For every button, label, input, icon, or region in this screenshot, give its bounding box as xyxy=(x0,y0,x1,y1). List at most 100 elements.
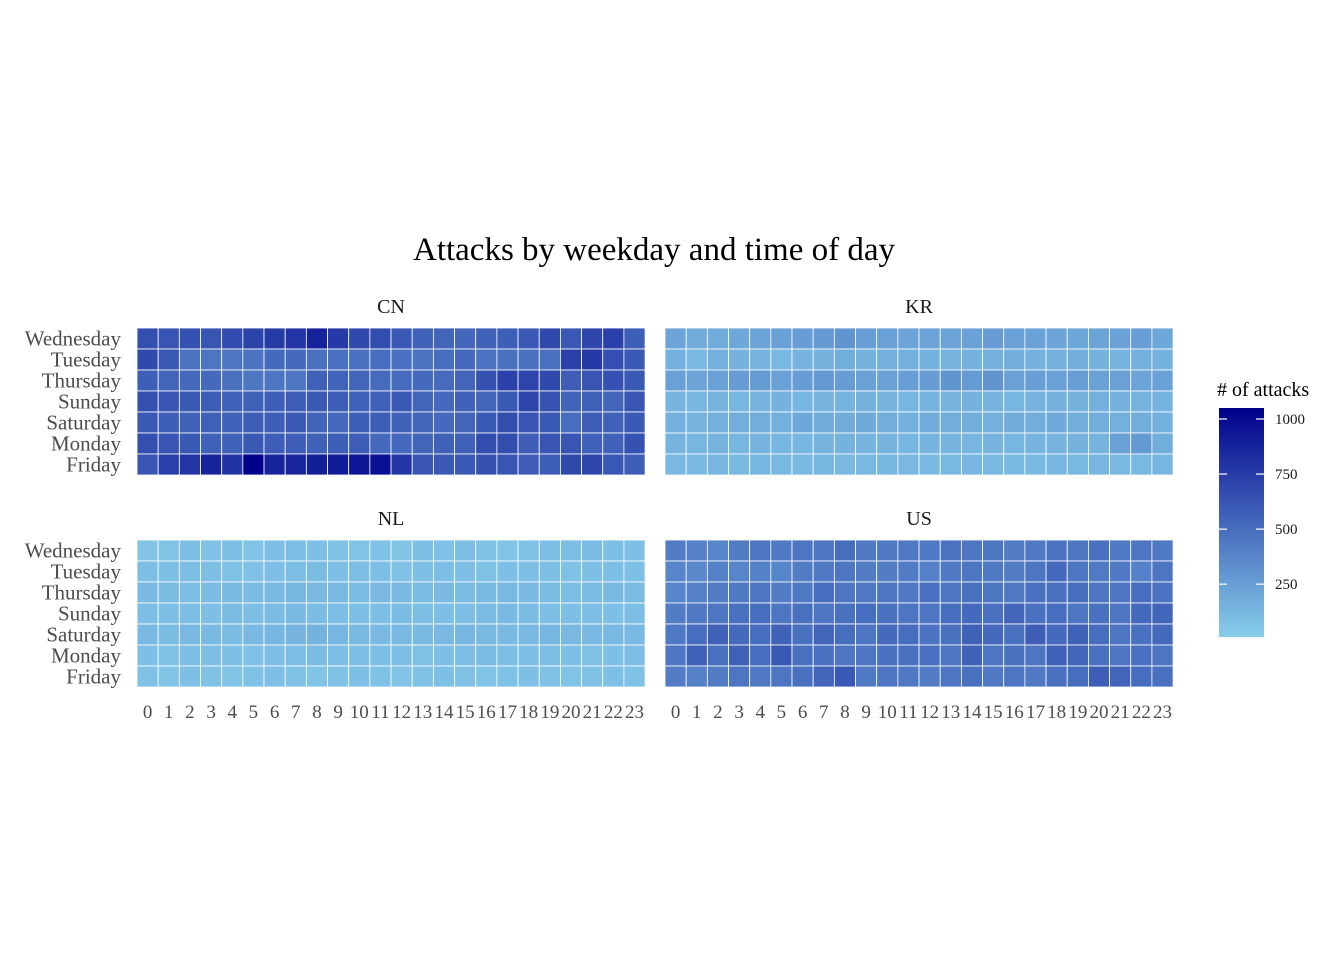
heatmap-cell xyxy=(749,411,772,434)
heatmap-cell xyxy=(602,623,625,646)
heatmap-cell xyxy=(496,348,519,371)
heatmap-cell xyxy=(664,327,687,350)
heatmap-cell xyxy=(897,453,920,476)
heatmap-cell xyxy=(982,390,1005,413)
heatmap-cell xyxy=(685,327,708,350)
heatmap-cell xyxy=(305,644,328,667)
heatmap-cell xyxy=(178,539,201,562)
heatmap-cell xyxy=(581,411,604,434)
heatmap-cell xyxy=(263,327,286,350)
heatmap-cell xyxy=(411,369,434,392)
heatmap-cell xyxy=(560,390,582,413)
heatmap-cell xyxy=(602,539,625,562)
heatmap-cell xyxy=(475,560,498,583)
panel-us: US0 1 2 3 4 5 6 7 8 9 10 11 12 13 14 15 16 17 18 19 20 21 22 23 xyxy=(664,508,1174,723)
heatmap-cell xyxy=(833,602,856,625)
heatmap-cell xyxy=(812,665,835,688)
heatmap-cell xyxy=(496,602,519,625)
heatmap-cell xyxy=(475,665,498,688)
heatmap-cell xyxy=(1088,623,1110,646)
heatmap-cell xyxy=(305,665,328,688)
x-tick-label: 16 xyxy=(477,702,496,723)
heatmap-cell xyxy=(664,432,687,455)
heatmap-cell xyxy=(791,602,814,625)
heatmap-cell xyxy=(602,644,625,667)
heatmap-cell xyxy=(454,390,477,413)
heatmap-cell xyxy=(178,602,201,625)
heatmap-cell xyxy=(749,432,772,455)
heatmap-cell xyxy=(791,453,814,476)
heatmap-cell xyxy=(855,432,878,455)
heatmap-cell xyxy=(706,369,729,392)
heatmap-cell xyxy=(157,453,180,476)
heatmap-cell xyxy=(475,327,498,350)
heatmap-cell xyxy=(855,539,878,562)
heatmap-cell xyxy=(369,327,392,350)
x-tick-label: 9 xyxy=(861,702,871,723)
heatmap-cell xyxy=(348,602,371,625)
heatmap-cell xyxy=(897,390,920,413)
heatmap-cell xyxy=(1045,432,1068,455)
heatmap-cell xyxy=(369,369,392,392)
heatmap-cell xyxy=(242,623,265,646)
heatmap-cell xyxy=(1088,348,1110,371)
heatmap-cell xyxy=(812,560,835,583)
heatmap-cell xyxy=(136,581,159,604)
heatmap-cell xyxy=(284,623,307,646)
heatmap-cell xyxy=(728,623,751,646)
heatmap-cell xyxy=(1066,539,1089,562)
heatmap-cell xyxy=(369,411,392,434)
heatmap-cell xyxy=(1066,623,1089,646)
x-tick-label: 23 xyxy=(1153,702,1172,723)
heatmap-cell xyxy=(749,539,772,562)
heatmap-cell xyxy=(475,644,498,667)
heatmap-cell xyxy=(221,432,244,455)
heatmap-cell xyxy=(770,665,793,688)
heatmap-cell xyxy=(876,602,899,625)
heatmap-cell xyxy=(897,411,920,434)
heatmap-cell xyxy=(1130,432,1153,455)
heatmap-cell xyxy=(178,390,201,413)
heatmap-cell xyxy=(791,560,814,583)
heatmap-cell xyxy=(221,369,244,392)
heatmap-cell xyxy=(664,539,687,562)
heatmap-cell xyxy=(348,369,371,392)
heatmap-cell xyxy=(200,432,223,455)
y-tick-label: Monday xyxy=(51,432,121,456)
heatmap-cell xyxy=(242,665,265,688)
heatmap-cell xyxy=(685,602,708,625)
heatmap-cell xyxy=(982,348,1005,371)
heatmap-cell xyxy=(918,644,941,667)
heatmap-cell xyxy=(178,581,201,604)
heatmap-cell xyxy=(939,411,962,434)
heatmap-cell xyxy=(369,665,392,688)
heatmap-cell xyxy=(791,432,814,455)
heatmap-cell xyxy=(1024,369,1047,392)
heatmap-cell xyxy=(475,432,498,455)
heatmap-cell xyxy=(623,369,646,392)
heatmap-cell xyxy=(602,369,625,392)
heatmap-cell xyxy=(897,369,920,392)
heatmap-cell xyxy=(939,581,962,604)
heatmap-cell xyxy=(1003,390,1026,413)
heatmap-cell xyxy=(728,644,751,667)
heatmap-cell xyxy=(685,644,708,667)
heatmap-cell xyxy=(1066,390,1089,413)
heatmap-cell xyxy=(560,665,582,688)
heatmap-cell xyxy=(411,432,434,455)
heatmap-cell xyxy=(432,369,455,392)
heatmap-cell xyxy=(706,623,729,646)
heatmap-cell xyxy=(136,560,159,583)
heatmap-cell xyxy=(1045,665,1068,688)
heatmap-cell xyxy=(390,411,413,434)
heatmap-cell xyxy=(876,411,899,434)
heatmap-cell xyxy=(1045,644,1068,667)
y-tick-label: Saturday xyxy=(46,623,121,647)
heatmap-cell xyxy=(728,560,751,583)
heatmap-cell xyxy=(517,432,540,455)
heatmap-cell xyxy=(496,327,519,350)
heatmap-cell xyxy=(390,644,413,667)
heatmap-cell xyxy=(1066,453,1089,476)
heatmap-cell xyxy=(538,369,561,392)
heatmap-cell xyxy=(390,327,413,350)
